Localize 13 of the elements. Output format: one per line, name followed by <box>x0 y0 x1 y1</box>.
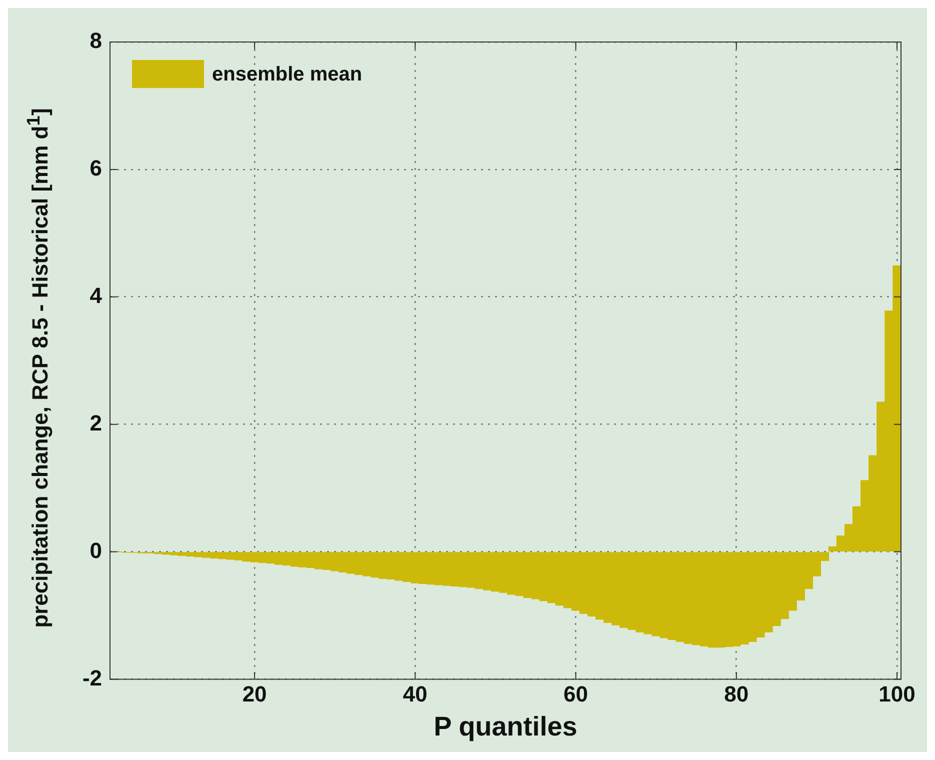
x-tick-label: 100 <box>878 681 916 706</box>
y-tick-label: 8 <box>90 28 102 54</box>
x-tick-label: 60 <box>564 681 588 706</box>
x-tick-label: 80 <box>724 681 749 706</box>
legend-label: ensemble mean <box>212 64 362 86</box>
y-tick-label: 4 <box>90 282 103 308</box>
y-tick-label: 0 <box>90 538 102 563</box>
x-tick-label: 20 <box>242 681 267 706</box>
y-tick-label: 6 <box>90 156 102 181</box>
y-tick-label: 2 <box>90 410 102 436</box>
x-axis-title: P quantiles <box>434 711 578 742</box>
x-tick-label: 40 <box>402 681 428 706</box>
y-tick-label: -2 <box>82 665 102 690</box>
